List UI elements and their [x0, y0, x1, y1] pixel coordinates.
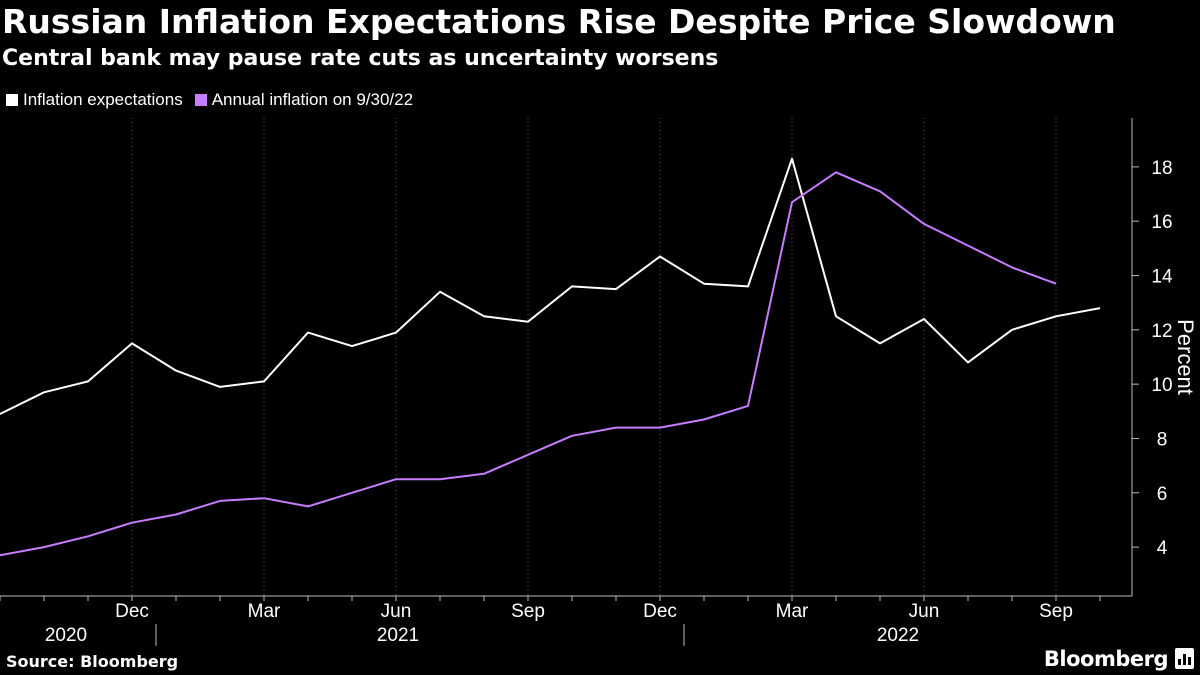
- x-tick-label-3: Sep: [511, 601, 545, 622]
- legend-label-expectations: Inflation expectations: [23, 90, 183, 109]
- chart-subtitle: Central bank may pause rate cuts as unce…: [2, 46, 719, 71]
- x-tick-label-5: Mar: [776, 601, 809, 622]
- x-tick-label-4: Dec: [643, 601, 677, 622]
- legend-item-inflation: Annual inflation on 9/30/22: [194, 90, 414, 110]
- y-tick-label-2: 8: [1157, 429, 1168, 450]
- x-tick-label-7: Sep: [1039, 601, 1073, 622]
- y-tick-label-1: 6: [1157, 484, 1168, 505]
- y-tick-label-7: 18: [1151, 158, 1172, 179]
- brand-logo: Bloomberg: [1043, 647, 1169, 671]
- series-line-inflation: [0, 171, 1057, 557]
- y-tick-label-6: 16: [1151, 212, 1172, 233]
- legend-label-inflation: Annual inflation on 9/30/22: [211, 90, 414, 109]
- x-tick-label-2: Jun: [381, 601, 412, 622]
- y-axis-label: Percent: [1173, 319, 1198, 395]
- chart-title: Russian Inflation Expectations Rise Desp…: [2, 2, 1116, 41]
- series-line-expectations: [0, 157, 1101, 415]
- y-tick-label-3: 10: [1151, 375, 1172, 396]
- y-tick-label-0: 4: [1157, 538, 1168, 559]
- y-tick-label-4: 12: [1151, 321, 1172, 342]
- y-tick-label-5: 14: [1151, 267, 1173, 288]
- x-tick-label-6: Jun: [909, 601, 940, 622]
- x-tick-label-0: Dec: [115, 601, 149, 622]
- legend: Inflation expectations Annual inflation …: [6, 90, 425, 110]
- bloomberg-terminal-icon: [1175, 648, 1194, 669]
- legend-item-expectations: Inflation expectations: [6, 90, 183, 110]
- legend-swatch-expectations: [6, 94, 18, 106]
- year-label-1: 2021: [377, 625, 419, 646]
- source-note: Source: Bloomberg: [6, 652, 179, 671]
- legend-swatch-inflation: [194, 94, 207, 106]
- x-tick-label-1: Mar: [248, 601, 281, 622]
- year-label-2: 2022: [877, 625, 919, 646]
- year-label-0: 2020: [45, 625, 87, 646]
